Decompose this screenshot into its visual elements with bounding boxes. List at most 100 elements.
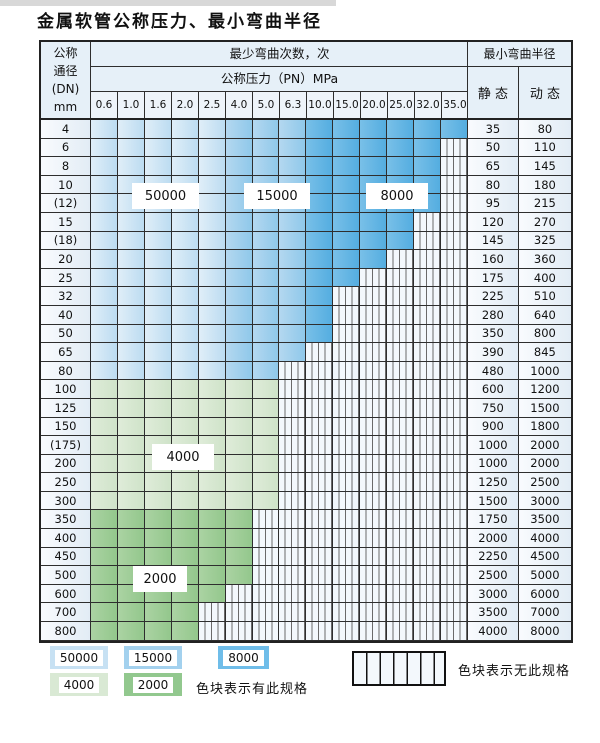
pressure-cell xyxy=(91,380,118,399)
pressure-cell xyxy=(117,157,145,176)
pressure-cell xyxy=(225,380,253,399)
pressure-cell xyxy=(387,510,415,530)
pressure-cell xyxy=(144,361,172,381)
table-row: 600 3000 6000 xyxy=(41,584,571,604)
pressure-cell xyxy=(360,417,388,437)
pressure-cell xyxy=(414,212,441,232)
table-row: 20 160 360 xyxy=(41,250,571,269)
pressure-cell xyxy=(279,398,307,418)
pressure-cell xyxy=(279,529,307,548)
pressure-cell xyxy=(144,250,172,269)
static-value: 600 xyxy=(467,380,519,399)
static-value: 120 xyxy=(467,212,519,232)
pressure-cell xyxy=(144,510,172,530)
pressure-cell xyxy=(198,417,226,437)
static-value: 175 xyxy=(467,268,519,288)
table-row: 125 750 1500 xyxy=(41,398,571,418)
pressure-cell xyxy=(144,343,172,362)
pressure-cell xyxy=(306,454,334,474)
pressure-cell xyxy=(306,510,334,530)
static-value: 65 xyxy=(467,157,519,176)
pressure-cell xyxy=(117,231,145,251)
radius-header-group: 最小弯曲半径 静 态 动 态 xyxy=(467,42,571,118)
pressure-cell xyxy=(387,231,415,251)
pressure-cell xyxy=(144,417,172,437)
pressure-cell xyxy=(306,361,334,381)
dynamic-value: 4500 xyxy=(518,547,571,567)
pressure-cell xyxy=(252,231,280,251)
zone-label-2000: 2000 xyxy=(134,567,186,591)
page-title: 金属软管公称压力、最小弯曲半径 xyxy=(37,12,322,32)
pressure-cell xyxy=(117,491,145,511)
dynamic-value: 8000 xyxy=(518,622,571,641)
dn-cell: (175) xyxy=(41,436,91,455)
pressure-cell xyxy=(387,157,415,176)
pressure-cell xyxy=(198,231,226,251)
dynamic-value: 3500 xyxy=(518,510,571,530)
pressure-cell xyxy=(440,343,468,362)
static-value: 1250 xyxy=(467,473,519,492)
dn-cell: (18) xyxy=(41,231,91,251)
pressure-cell xyxy=(171,138,199,158)
pressure-cell xyxy=(198,305,226,325)
pressure-cell xyxy=(306,436,334,455)
dn-cell: 15 xyxy=(41,212,91,232)
pressure-cell xyxy=(198,622,226,641)
pressure-cell xyxy=(414,547,441,567)
pressure-cell xyxy=(360,324,388,344)
pressure-col-header: 2.0 xyxy=(172,92,199,118)
pressure-cell xyxy=(440,380,468,399)
pressure-cell xyxy=(144,324,172,344)
pressure-cell xyxy=(225,120,253,139)
spec-table: 公称 通径 (DN) mm 最少弯曲次数，次 公称压力（PN）MPa 0.6 1.… xyxy=(39,40,573,643)
pressure-cell xyxy=(414,566,441,585)
pressure-cell xyxy=(252,603,280,623)
dynamic-value: 4000 xyxy=(518,529,571,548)
pressure-cell xyxy=(414,622,441,641)
pressure-cell xyxy=(252,454,280,474)
pressure-cell xyxy=(414,250,441,269)
pressure-cell xyxy=(360,473,388,492)
pressure-cell xyxy=(279,343,307,362)
table-row: 80 480 1000 xyxy=(41,361,571,381)
dn-cell: 450 xyxy=(41,547,91,567)
pressure-cell xyxy=(117,250,145,269)
pressure-cell xyxy=(171,473,199,492)
pressure-cell xyxy=(252,529,280,548)
pressure-cell xyxy=(117,343,145,362)
pressure-col-header: 1.6 xyxy=(145,92,172,118)
dynamic-value: 2000 xyxy=(518,454,571,474)
pressure-cell xyxy=(414,529,441,548)
table-row: 300 1500 3000 xyxy=(41,491,571,511)
pressure-cell xyxy=(91,529,118,548)
dynamic-value: 215 xyxy=(518,194,571,213)
pressure-col-header: 35.0 xyxy=(442,92,468,118)
pressure-cell xyxy=(333,157,361,176)
dn-cell: 20 xyxy=(41,250,91,269)
pressure-cell xyxy=(252,120,280,139)
pressure-cell xyxy=(91,231,118,251)
pressure-cell xyxy=(333,138,361,158)
dynamic-value: 3000 xyxy=(518,491,571,511)
pressure-cell xyxy=(306,398,334,418)
pressure-cell xyxy=(117,398,145,418)
dn-cell: 125 xyxy=(41,398,91,418)
pressure-cell xyxy=(198,380,226,399)
pressure-cell xyxy=(171,250,199,269)
pressure-cell xyxy=(440,175,468,195)
pressure-cell xyxy=(387,120,415,139)
pressure-cell xyxy=(225,417,253,437)
pressure-cell xyxy=(91,436,118,455)
pressure-cell xyxy=(144,138,172,158)
pressure-cell xyxy=(279,380,307,399)
pressure-cell xyxy=(440,250,468,269)
dn-cell: 500 xyxy=(41,566,91,585)
pressure-cell xyxy=(171,120,199,139)
dn-header-line: mm xyxy=(53,100,78,114)
pressure-cell xyxy=(333,250,361,269)
pressure-cell xyxy=(117,268,145,288)
pressure-cell xyxy=(440,547,468,567)
pressure-cell xyxy=(91,491,118,511)
pressure-cell xyxy=(225,305,253,325)
pressure-cell xyxy=(279,231,307,251)
